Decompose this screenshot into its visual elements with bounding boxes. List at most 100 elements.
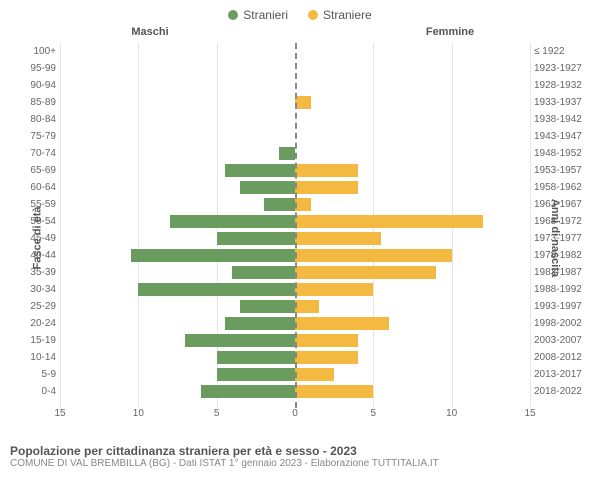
bar-female [295, 198, 311, 211]
age-label: 65-69 [20, 165, 56, 176]
bar-female [295, 181, 358, 194]
age-label: 55-59 [20, 199, 56, 210]
bar-male [225, 164, 296, 177]
bar-female [295, 385, 373, 398]
year-label: 1988-1992 [534, 284, 592, 295]
year-label: 1963-1967 [534, 199, 592, 210]
bar-female [295, 266, 436, 279]
header-row: Maschi Femmine [0, 26, 600, 38]
age-label: 95-99 [20, 63, 56, 74]
year-label: 2013-2017 [534, 369, 592, 380]
bar-female [295, 368, 334, 381]
age-label: 85-89 [20, 97, 56, 108]
bar-female [295, 334, 358, 347]
bar-male [201, 385, 295, 398]
year-label: 2018-2022 [534, 386, 592, 397]
male-half [60, 247, 295, 264]
x-tick: 5 [371, 408, 377, 419]
male-half [60, 145, 295, 162]
header-female: Femmine [300, 26, 600, 38]
x-tick: 15 [54, 408, 65, 419]
bar-male [232, 266, 295, 279]
footer-subtitle: COMUNE DI VAL BREMBILLA (BG) - Dati ISTA… [10, 458, 590, 469]
age-label: 70-74 [20, 148, 56, 159]
x-tick: 15 [524, 408, 535, 419]
year-label: ≤ 1922 [534, 46, 592, 57]
female-half [295, 213, 530, 230]
year-label: 1948-1952 [534, 148, 592, 159]
age-label: 40-44 [20, 250, 56, 261]
year-label: 1998-2002 [534, 318, 592, 329]
age-label: 20-24 [20, 318, 56, 329]
female-half [295, 162, 530, 179]
male-half [60, 298, 295, 315]
year-label: 1958-1962 [534, 182, 592, 193]
female-half [295, 111, 530, 128]
female-half [295, 128, 530, 145]
bar-male [225, 317, 296, 330]
female-half [295, 349, 530, 366]
center-line [295, 43, 297, 408]
age-label: 75-79 [20, 131, 56, 142]
x-tick: 10 [446, 408, 457, 419]
year-label: 1968-1972 [534, 216, 592, 227]
legend-swatch-male [228, 10, 238, 20]
male-half [60, 315, 295, 332]
bar-male [240, 181, 295, 194]
bar-female [295, 249, 452, 262]
male-half [60, 264, 295, 281]
bar-female [295, 283, 373, 296]
legend-female: Straniere [308, 8, 372, 22]
year-label: 2003-2007 [534, 335, 592, 346]
x-tick: 0 [292, 408, 298, 419]
pyramid-chart: Fasce di età Anni di nascita 100+≤ 19229… [0, 38, 600, 438]
age-label: 15-19 [20, 335, 56, 346]
year-label: 1993-1997 [534, 301, 592, 312]
male-half [60, 60, 295, 77]
bar-male [217, 232, 295, 245]
female-half [295, 196, 530, 213]
bar-female [295, 300, 319, 313]
male-half [60, 196, 295, 213]
gridline [530, 43, 531, 408]
age-label: 30-34 [20, 284, 56, 295]
legend-male: Stranieri [228, 8, 288, 22]
x-axis: 15105051015 [60, 408, 530, 428]
female-half [295, 145, 530, 162]
female-half [295, 60, 530, 77]
male-half [60, 366, 295, 383]
male-half [60, 43, 295, 60]
bar-male [217, 368, 295, 381]
female-half [295, 179, 530, 196]
bar-female [295, 351, 358, 364]
bar-male [185, 334, 295, 347]
male-half [60, 383, 295, 400]
chart-legend: Stranieri Straniere [0, 0, 600, 26]
female-half [295, 298, 530, 315]
male-half [60, 281, 295, 298]
bar-male [264, 198, 295, 211]
year-label: 1983-1987 [534, 267, 592, 278]
female-half [295, 315, 530, 332]
male-half [60, 94, 295, 111]
year-label: 1953-1957 [534, 165, 592, 176]
bar-female [295, 215, 483, 228]
year-label: 2008-2012 [534, 352, 592, 363]
age-label: 100+ [20, 46, 56, 57]
legend-label-female: Straniere [323, 8, 372, 22]
male-half [60, 332, 295, 349]
female-half [295, 77, 530, 94]
female-half [295, 383, 530, 400]
female-half [295, 366, 530, 383]
male-half [60, 77, 295, 94]
male-half [60, 349, 295, 366]
footer-title: Popolazione per cittadinanza straniera p… [10, 444, 590, 458]
age-label: 35-39 [20, 267, 56, 278]
year-label: 1928-1932 [534, 80, 592, 91]
age-label: 50-54 [20, 216, 56, 227]
female-half [295, 264, 530, 281]
age-label: 25-29 [20, 301, 56, 312]
year-label: 1978-1982 [534, 250, 592, 261]
bar-male [240, 300, 295, 313]
year-label: 1938-1942 [534, 114, 592, 125]
